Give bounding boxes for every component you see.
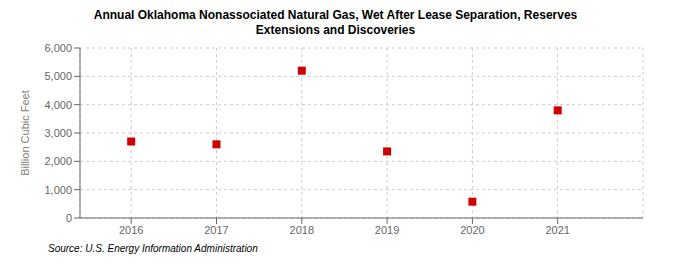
svg-text:2,000: 2,000 xyxy=(44,155,72,167)
svg-text:4,000: 4,000 xyxy=(44,99,72,111)
svg-text:5,000: 5,000 xyxy=(44,70,72,82)
svg-text:2020: 2020 xyxy=(460,224,484,236)
svg-text:2016: 2016 xyxy=(119,224,143,236)
svg-text:0: 0 xyxy=(66,212,72,224)
svg-text:6,000: 6,000 xyxy=(44,42,72,54)
svg-text:2017: 2017 xyxy=(204,224,228,236)
svg-text:3,000: 3,000 xyxy=(44,127,72,139)
html-text:Extensions and Discoveries: Extensions and Discoveries xyxy=(255,23,416,37)
svg-text:Billion Cubic Feet: Billion Cubic Feet xyxy=(19,90,31,176)
html-text:Source: U.S. Energy Informatio: Source: U.S. Energy Information Administ… xyxy=(48,243,258,254)
html-text:Annual Oklahoma Nonassociated: Annual Oklahoma Nonassociated Natural Ga… xyxy=(93,8,578,22)
svg-text:2021: 2021 xyxy=(545,224,569,236)
svg-text:1,000: 1,000 xyxy=(44,184,72,196)
svg-text:2019: 2019 xyxy=(375,224,399,236)
svg-text:2018: 2018 xyxy=(290,224,314,236)
